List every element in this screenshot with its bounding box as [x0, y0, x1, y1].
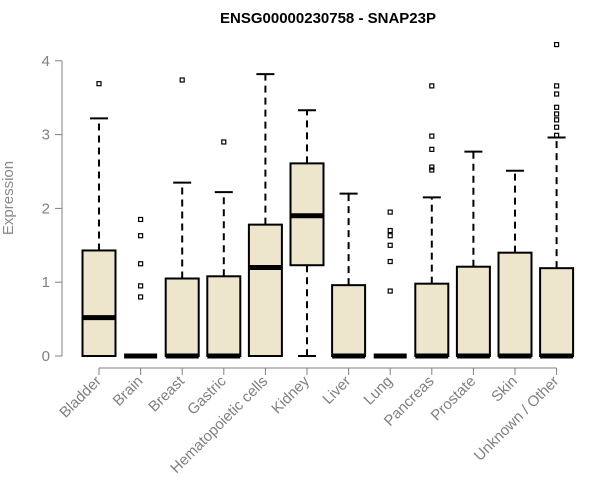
x-tick-label: Breast	[145, 372, 188, 415]
box	[497, 251, 533, 357]
box	[81, 249, 117, 357]
outlier-point	[387, 288, 393, 294]
box	[164, 277, 200, 358]
outlier-point	[221, 139, 227, 145]
box	[247, 223, 283, 357]
box	[539, 267, 575, 358]
outlier-point	[553, 124, 560, 130]
outlier-point	[553, 111, 560, 117]
box	[455, 265, 491, 357]
box-group	[373, 209, 407, 359]
outlier-point	[96, 81, 102, 87]
y-tick-label: 0	[42, 348, 50, 365]
box-group	[539, 41, 575, 359]
box-group	[247, 73, 283, 357]
outlier-point	[387, 233, 393, 239]
y-axis-label: Expression	[0, 161, 17, 235]
outlier-point	[553, 117, 560, 123]
outlier-point	[429, 83, 435, 89]
box	[414, 282, 450, 357]
y-tick-label: 1	[42, 274, 50, 291]
x-tick-label: Lung	[360, 373, 396, 409]
x-tick-label: Liver	[319, 373, 354, 408]
y-axis: 0 1 2 3 4	[42, 53, 63, 365]
outlier-point	[553, 91, 560, 97]
x-tick-label: Kidney	[268, 372, 313, 417]
outlier-point	[429, 146, 435, 152]
box	[206, 275, 242, 357]
boxes	[81, 41, 575, 359]
box-group	[497, 169, 533, 359]
outlier-point	[138, 216, 144, 223]
outlier-point	[429, 167, 435, 173]
box-group	[289, 109, 325, 357]
y-tick-label: 3	[42, 127, 50, 144]
outlier-point	[553, 41, 560, 48]
outlier-point	[138, 233, 144, 239]
y-tick-label: 4	[42, 53, 50, 70]
box-group	[455, 150, 491, 359]
outlier-point	[553, 104, 560, 110]
x-tick-label: Bladder	[56, 373, 105, 422]
outlier-point	[138, 283, 144, 289]
outlier-point	[138, 261, 144, 267]
box-group	[81, 81, 117, 357]
outlier-point	[553, 83, 560, 89]
y-tick-label: 2	[42, 200, 50, 217]
outlier-point	[387, 227, 393, 234]
outlier-point	[387, 258, 393, 265]
box	[331, 284, 367, 358]
outlier-point	[138, 294, 144, 300]
x-tick-label: Brain	[110, 373, 147, 410]
outlier-point	[387, 209, 393, 215]
box-group	[206, 139, 242, 359]
box-group	[414, 83, 450, 359]
chart-title: ENSG00000230758 - SNAP23P	[220, 10, 436, 27]
outlier-point	[429, 164, 435, 170]
box-group	[331, 192, 367, 359]
outlier-point	[179, 77, 185, 83]
x-tick-label: Prostate	[428, 373, 480, 425]
outlier-point	[553, 132, 560, 138]
x-tick-label: Skin	[488, 373, 521, 406]
box-group	[124, 216, 158, 359]
outlier-point	[387, 242, 393, 248]
outlier-point	[429, 133, 435, 139]
box-group	[164, 77, 200, 359]
